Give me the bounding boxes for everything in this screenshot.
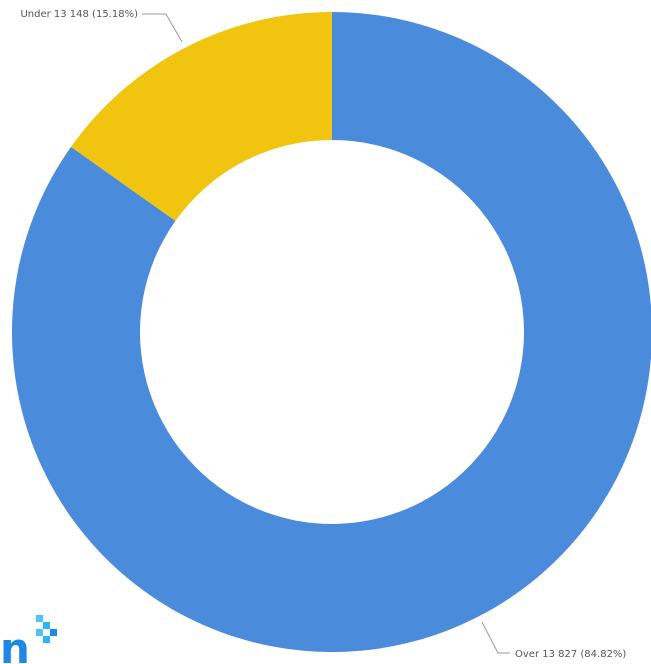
logo-pixel-icon <box>36 615 57 643</box>
slice-labels: Over 13 827 (84.82%) Under 13 148 (15.18%… <box>20 9 626 660</box>
slice-under <box>71 12 332 221</box>
leader-line-under <box>142 13 183 43</box>
slice-label-over: Over 13 827 (84.82%) <box>515 649 626 660</box>
brand-logo: n <box>0 615 57 664</box>
slice-label-under: Under 13 148 (15.18%) <box>20 9 138 20</box>
slice-over <box>12 12 651 652</box>
leader-line-over <box>481 621 510 654</box>
donut-slices <box>12 12 651 652</box>
logo-letter: n <box>0 624 30 664</box>
